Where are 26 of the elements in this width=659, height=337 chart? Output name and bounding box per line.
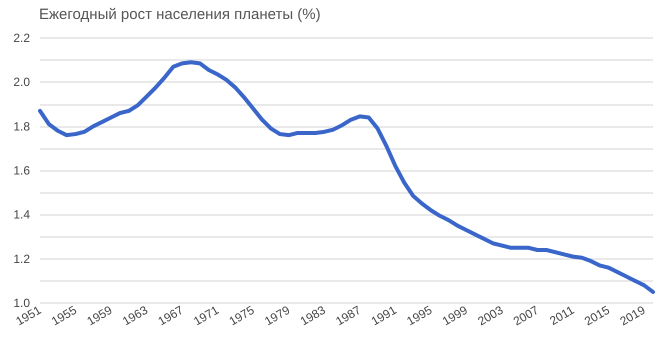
x-tick-label: 1963 [120,302,150,328]
x-tick-label: 2003 [475,302,506,328]
x-tick-label: 1979 [262,302,293,328]
y-tick-label: 1.0 [13,296,30,310]
x-tick-label: 1967 [156,302,186,328]
x-tick-label: 2011 [547,302,577,328]
x-tick-label: 1999 [440,302,470,328]
y-tick-label: 2.2 [13,31,30,45]
y-tick-label: 1.8 [13,119,30,134]
x-tick-label: 2019 [618,302,648,328]
y-tick-label: 1.6 [13,164,30,178]
y-tick-label: 1.2 [13,252,30,266]
x-tick-label: 1991 [368,302,400,328]
x-tick-label: 1971 [191,302,222,328]
x-tick-label: 1987 [333,302,364,328]
x-tick-label: 1959 [84,302,115,328]
chart-title: Ежегодный рост населения планеты (%) [39,6,321,23]
x-tick-label: 1995 [404,302,435,328]
line-series [38,60,655,294]
x-tick-label: 1983 [298,302,328,328]
x-tick-label: 2015 [582,302,612,328]
x-tick-label: 1975 [226,302,257,328]
x-tick-label: 2007 [510,302,542,328]
y-tick-label: 2.0 [13,75,30,90]
y-tick-label: 1.4 [13,208,30,222]
x-tick-label: 1955 [48,302,80,328]
